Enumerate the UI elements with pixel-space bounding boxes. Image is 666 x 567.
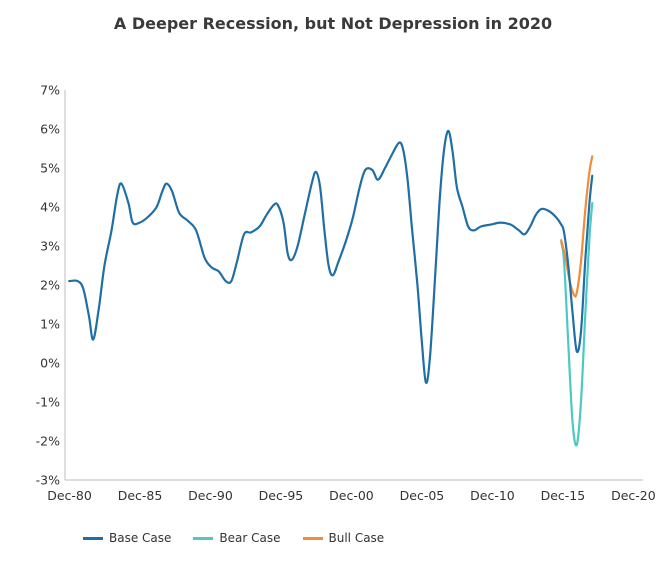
x-tick-label: Dec-20 bbox=[611, 488, 656, 503]
x-tick-label: Dec-95 bbox=[259, 488, 304, 503]
x-tick-label: Dec-90 bbox=[188, 488, 233, 503]
x-tick-label: Dec-15 bbox=[541, 488, 586, 503]
legend-swatch bbox=[83, 536, 103, 540]
y-tick-label: 4% bbox=[40, 200, 60, 215]
series-line-bull-case bbox=[560, 155, 594, 298]
y-tick-label: 3% bbox=[40, 239, 60, 254]
legend-swatch bbox=[302, 536, 323, 540]
legend-item-base-case: Base Case bbox=[83, 531, 171, 545]
y-tick-label: 5% bbox=[40, 161, 60, 176]
x-tick-label: Dec-80 bbox=[47, 488, 92, 503]
y-tick-label: -3% bbox=[36, 473, 60, 488]
x-tick-labels: Dec-80 Dec-85 Dec-90 Dec-95 Dec-00 Dec-05 Dec-… bbox=[47, 488, 656, 503]
chart-title: A Deeper Recession, but Not Depression i… bbox=[113, 14, 553, 33]
legend-swatch bbox=[193, 536, 214, 540]
legend-item-bear-case: Bear Case bbox=[193, 531, 281, 545]
y-tick-label: 2% bbox=[40, 278, 60, 293]
series-line-bear-case bbox=[560, 202, 594, 447]
x-tick-label: Dec-85 bbox=[118, 488, 163, 503]
x-tick-label: Dec-10 bbox=[470, 488, 515, 503]
y-tick-label: -1% bbox=[36, 395, 60, 410]
y-tick-labels: 7% 6% 5% 4% 3% 2% 1% 0% -1% -2% -3% bbox=[36, 83, 60, 488]
axes bbox=[64, 90, 643, 481]
y-tick-label: 0% bbox=[40, 356, 60, 371]
series-line-base-case bbox=[68, 129, 594, 384]
x-tick-label: Dec-00 bbox=[329, 488, 374, 503]
y-tick-label: 6% bbox=[40, 122, 60, 137]
y-tick-label: 7% bbox=[40, 83, 60, 98]
legend-item-bull-case: Bull Case bbox=[302, 531, 385, 545]
legend: Base Case Bear Case Bull Case bbox=[83, 531, 384, 545]
legend-label: Bear Case bbox=[219, 531, 281, 545]
series-lines bbox=[68, 129, 594, 447]
legend-label: Bull Case bbox=[328, 531, 385, 545]
x-tick-label: Dec-05 bbox=[400, 488, 445, 503]
y-tick-label: -2% bbox=[36, 434, 60, 449]
legend-label: Base Case bbox=[109, 531, 172, 545]
y-tick-label: 1% bbox=[40, 317, 60, 332]
